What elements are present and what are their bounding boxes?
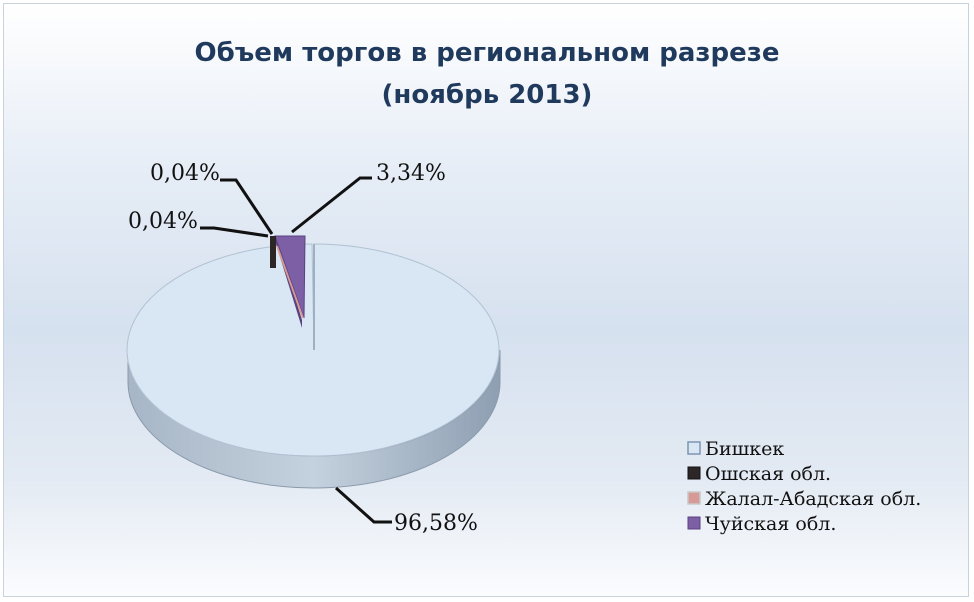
data-label-bishkek: 96,58% <box>394 511 478 536</box>
slice-jalalabad <box>276 246 304 318</box>
leader-line-chuy <box>291 176 372 234</box>
data-label-osh: 0,04% <box>150 161 220 186</box>
legend-label-osh: Ошская обл. <box>705 463 831 485</box>
slice-chuy <box>274 235 306 319</box>
leader-line-bishkek <box>334 486 392 524</box>
slice-osh <box>270 236 276 268</box>
leader-line-osh <box>220 178 274 235</box>
chart-title-line1: Объем торгов в региональном разрезе <box>194 38 780 68</box>
legend-swatch-jalalabad <box>687 491 701 505</box>
leader-line-jalalabad <box>200 226 269 238</box>
data-label-jalalabad: 0,04% <box>128 209 198 234</box>
legend-label-bishkek: Бишкек <box>705 438 784 460</box>
legend: Бишкек Ошская обл. Жалал-Абадская обл. Ч… <box>687 438 921 535</box>
legend-label-jalalabad: Жалал-Абадская обл. <box>705 488 921 510</box>
chart-title-line2: (ноябрь 2013) <box>381 80 593 110</box>
data-label-chuy: 3,34% <box>376 161 446 186</box>
legend-swatch-chuy <box>687 516 701 530</box>
legend-swatch-osh <box>687 466 701 480</box>
legend-label-chuy: Чуйская обл. <box>705 513 836 535</box>
legend-swatch-bishkek <box>687 441 701 455</box>
